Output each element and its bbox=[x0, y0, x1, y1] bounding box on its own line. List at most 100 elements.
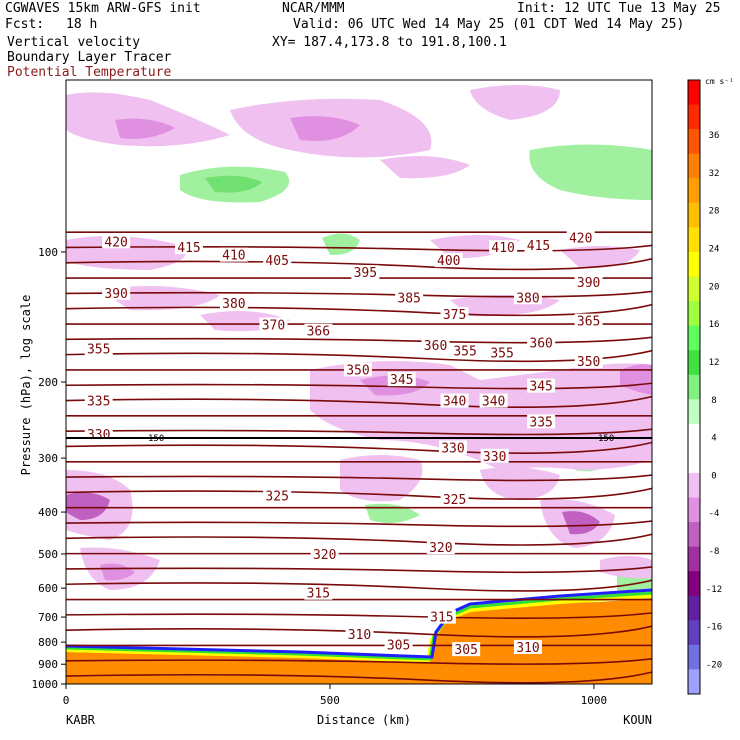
y-tick-label: 400 bbox=[38, 506, 58, 519]
downward-motion-region bbox=[620, 364, 652, 395]
theta-label-bg bbox=[434, 253, 463, 268]
theta-label-bg bbox=[102, 234, 131, 249]
downward-motion-region bbox=[562, 511, 600, 535]
colorbar-label: 4 bbox=[711, 434, 716, 444]
colorbar-swatch bbox=[688, 80, 700, 106]
x-tick-label: 0 bbox=[63, 694, 70, 707]
colorbar-label: 0 bbox=[711, 471, 716, 481]
theta-label-bg bbox=[524, 238, 553, 253]
theta-label-bg bbox=[304, 323, 333, 338]
theta-label: 315 bbox=[430, 611, 453, 626]
colorbar-swatch bbox=[688, 448, 700, 474]
colorbar-swatch bbox=[688, 595, 700, 621]
colorbar-label: -8 bbox=[709, 547, 720, 557]
colorbar-swatch bbox=[688, 522, 700, 548]
downward-motion-region bbox=[66, 492, 110, 520]
theta-label: 410 bbox=[222, 249, 245, 264]
theta-contour bbox=[66, 671, 652, 684]
y-tick-label: 100 bbox=[38, 246, 58, 259]
theta-label: 330 bbox=[483, 450, 506, 465]
theta-label-bg bbox=[527, 414, 556, 429]
colorbar: 36 32 28 24 20 16 12 8 4 0 -4 -8 -12 -16 -20 bbox=[687, 79, 722, 695]
theta-label-bg bbox=[438, 440, 467, 455]
theta-label: 310 bbox=[348, 628, 371, 643]
upward-motion-region bbox=[529, 144, 652, 200]
theta-label-bg bbox=[566, 230, 595, 245]
theta-label-bg bbox=[440, 307, 469, 322]
theta-label-bg bbox=[351, 265, 380, 280]
theta-label-bg bbox=[480, 448, 509, 463]
theta-label: 380 bbox=[222, 297, 245, 312]
theta-label-bg bbox=[440, 393, 469, 408]
colorbar-swatch bbox=[688, 227, 700, 253]
theta-contour bbox=[66, 487, 652, 500]
colorbar-label: 24 bbox=[709, 244, 720, 254]
colorbar-label: -16 bbox=[706, 623, 722, 633]
y-tick-label: 900 bbox=[38, 658, 58, 671]
potential-temperature-labels: 420 415 410 405 400 410 415 420 395 390 380 385 380 3… bbox=[84, 230, 603, 658]
theta-label-bg bbox=[219, 296, 248, 311]
colorbar-label: -20 bbox=[706, 661, 722, 671]
theta-label: 355 bbox=[490, 347, 513, 362]
colorbar-swatch bbox=[688, 325, 700, 351]
colorbar-label: 12 bbox=[709, 358, 720, 368]
downward-motion-region bbox=[380, 156, 470, 179]
y-tick-label: 200 bbox=[38, 376, 58, 389]
theta-label: 320 bbox=[313, 548, 336, 563]
theta-contour bbox=[66, 625, 652, 638]
theta-label: 410 bbox=[491, 241, 514, 256]
theta-label-bg bbox=[345, 626, 374, 641]
upward-motion-region bbox=[365, 503, 420, 524]
colorbar-swatch bbox=[688, 202, 700, 228]
field-potential-temperature: Potential Temperature bbox=[7, 65, 172, 80]
x-tick-label: 500 bbox=[320, 694, 340, 707]
potential-temperature-contours bbox=[66, 231, 652, 684]
colorbar-label: 16 bbox=[709, 320, 720, 330]
boundary-layer-tracer bbox=[66, 598, 652, 684]
theta-contour bbox=[66, 474, 652, 482]
theta-label-bg bbox=[395, 290, 424, 305]
downward-motion-region bbox=[66, 92, 230, 147]
theta-label: 355 bbox=[87, 342, 110, 357]
downward-motion-region bbox=[560, 246, 640, 269]
colorbar-swatch bbox=[688, 669, 700, 695]
theta-label-bg bbox=[513, 290, 542, 305]
right-station-label: KOUN bbox=[623, 713, 652, 727]
theta-label: 340 bbox=[443, 395, 466, 410]
colorbar-swatch bbox=[688, 472, 700, 499]
theta-label: 345 bbox=[390, 373, 413, 388]
downward-motion-region bbox=[470, 85, 560, 120]
theta-label-bg bbox=[513, 639, 542, 654]
x-axis-label: Distance (km) bbox=[317, 713, 411, 727]
theta-label: 415 bbox=[177, 241, 200, 256]
theta-label: 395 bbox=[354, 266, 377, 281]
theta-label-bg bbox=[426, 540, 455, 555]
theta-label: 330 bbox=[87, 428, 110, 443]
colorbar-swatch bbox=[688, 571, 700, 597]
model-title: CGWAVES 15km ARW-GFS init bbox=[5, 1, 201, 16]
theta-label-bg bbox=[574, 354, 603, 369]
fcst-label: Fcst: bbox=[5, 17, 45, 32]
y-tick-label: 700 bbox=[38, 611, 58, 624]
theta-label: 305 bbox=[387, 639, 410, 654]
theta-label: 420 bbox=[104, 235, 127, 250]
theta-label: 390 bbox=[104, 287, 127, 302]
y-tick-label: 1000 bbox=[32, 678, 59, 691]
tropopause-label-left: 150 bbox=[148, 434, 164, 444]
theta-label-bg bbox=[451, 343, 480, 358]
theta-label: 335 bbox=[87, 395, 110, 410]
colorbar-swatch bbox=[688, 153, 700, 179]
colorbar-unit: cm s⁻¹ bbox=[705, 77, 734, 86]
colorbar-swatch bbox=[688, 423, 700, 449]
theta-label: 335 bbox=[529, 415, 552, 430]
theta-contour bbox=[66, 428, 652, 436]
theta-contour bbox=[66, 303, 652, 317]
y-tick-label: 800 bbox=[38, 636, 58, 649]
valid-time: Valid: 06 UTC Wed 14 May 25 (01 CDT Wed … bbox=[293, 17, 685, 32]
colorbar-swatch bbox=[688, 620, 700, 646]
theta-label: 325 bbox=[443, 493, 466, 508]
theta-contour bbox=[66, 579, 652, 592]
colorbar-swatch bbox=[688, 104, 700, 130]
theta-contour bbox=[66, 382, 652, 390]
